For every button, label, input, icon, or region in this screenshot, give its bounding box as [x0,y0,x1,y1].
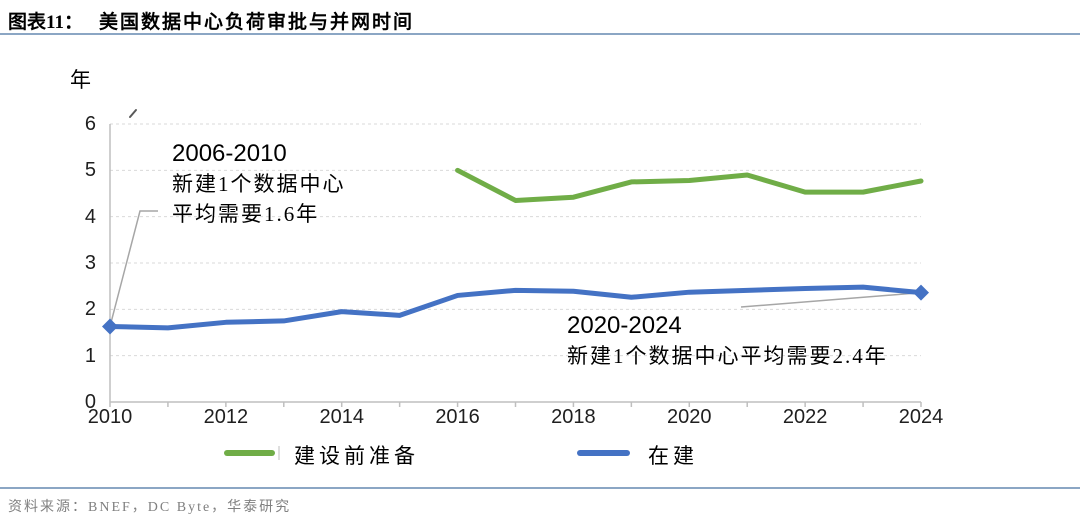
diamond-marker [102,318,118,335]
y-axis-tick-label: 1 [84,344,96,367]
figure-header: 图表11： 美国数据中心负荷审批与并网时间 [8,7,414,34]
y-axis-tick-label: 5 [84,159,96,182]
x-axis-tick-label: 2024 [898,406,944,428]
header-divider [0,33,1080,35]
annotation-period: 2006-2010 [172,140,287,167]
x-axis-tick-label: 2018 [551,406,596,428]
x-axis-tick-label: 2022 [782,406,828,428]
annotation-period: 2020-2024 [567,312,682,339]
annotation-text: 平均需要1.6年 [172,202,320,226]
annotation-text: 新建1个数据中心 [172,172,346,196]
footer-divider [0,487,1080,489]
annotation-text: 新建1个数据中心平均需要2.4年 [567,344,888,368]
annotation-2020-2024: 2020-2024 新建1个数据中心平均需要2.4年 [567,311,888,371]
callout-leader-line [109,210,158,327]
callout-leader-line [740,291,922,308]
legend-label-pre-construction: 建设前准备 [294,444,419,468]
source-note: 资料来源：BNEF，DC Byte，华泰研究 [8,500,292,515]
x-axis-tick-label: 2020 [667,406,712,428]
y-axis-tick-label: 2 [84,298,96,321]
y-axis-unit-label: 年 [70,68,91,92]
callout-tick-mark [129,109,137,118]
x-axis-tick-label: 2016 [435,406,480,428]
x-axis-tick-label: 2012 [203,406,249,428]
annotation-2006-2010: 2006-2010 新建1个数据中心 平均需要1.6年 [172,139,346,229]
x-axis-tick-label: 2014 [319,406,364,428]
y-axis-tick-label: 4 [84,205,96,228]
series-line-green [455,167,924,203]
y-axis-tick-label: 3 [84,252,96,274]
y-axis-tick-label: 6 [84,113,96,135]
legend-label-under-construction: 在建 [648,444,698,468]
series-line-blue [107,284,924,331]
y-axis-tick-label: 0 [84,391,96,413]
diamond-marker [913,284,929,301]
figure-number-label: 图表11： [8,12,83,33]
x-axis-tick-label: 2010 [87,406,133,428]
figure-title: 美国数据中心负荷审批与并网时间 [98,12,414,33]
